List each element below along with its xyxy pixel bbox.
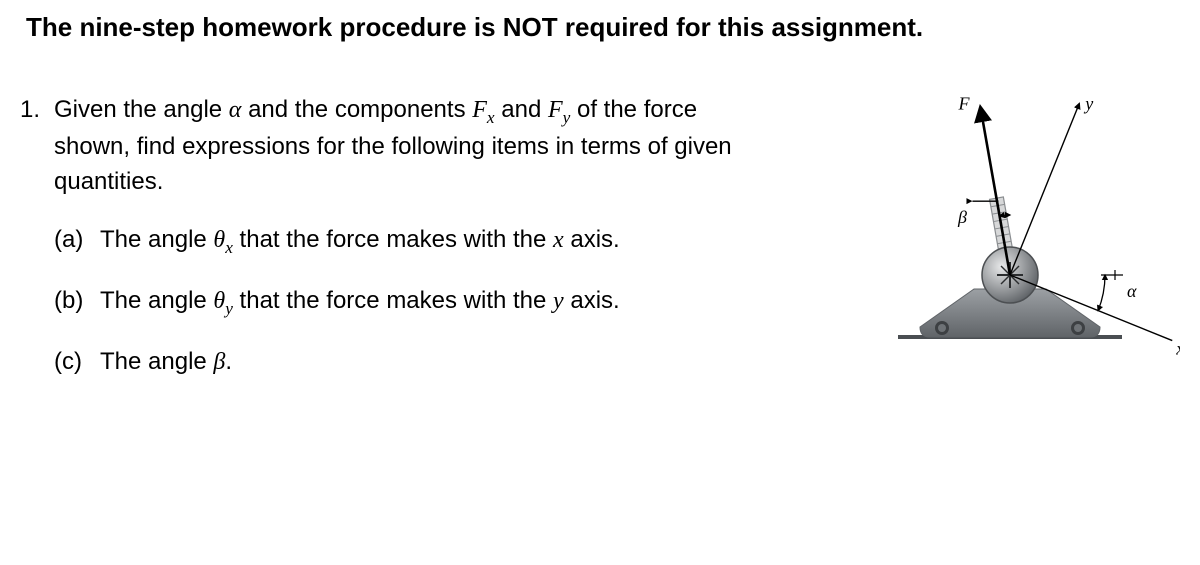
t: that the force makes with the [233,287,553,314]
alpha-symbol: α [229,97,242,123]
beta-symbol: β [213,349,225,375]
t: . [225,348,232,375]
stem-text: Given the angle [54,96,229,123]
stem-text: and [495,96,548,123]
theta-y: θ [213,288,225,314]
problem-number: 1. [20,93,54,127]
problem-stem: Given the angle α and the components Fx … [54,93,774,199]
figure: Fβ y x α [820,85,1180,410]
part-label: (c) [54,345,100,380]
page-heading: The nine-step homework procedure is NOT … [26,12,1180,43]
svg-text:F: F [957,94,970,114]
t: axis. [564,287,620,314]
part-label: (a) [54,223,100,260]
svg-text:y: y [1083,93,1093,113]
t: The angle [100,226,213,253]
problem-body: Given the angle α and the components Fx … [54,93,800,404]
problem-1: 1. Given the angle α and the components … [20,93,1180,410]
part-c: (c) The angle β. [54,345,774,380]
t: axis. [564,226,620,253]
theta-x: θ [213,227,225,253]
stem-text: and the components [241,96,472,123]
part-text: The angle β. [100,345,774,380]
part-a: (a) The angle θx that the force makes wi… [54,223,774,260]
svg-text:α: α [1127,281,1137,301]
svg-text:β: β [957,207,967,227]
axis-x: x [553,227,564,253]
theta-y-sub: y [225,299,233,318]
svg-text:x: x [1175,339,1180,359]
t: The angle [100,287,213,314]
fy-symbol: F [548,97,563,123]
fx-symbol: F [472,97,487,123]
t: that the force makes with the [233,226,553,253]
theta-x-sub: x [225,238,233,257]
t: The angle [100,348,213,375]
part-text: The angle θx that the force makes with t… [100,223,774,260]
part-b: (b) The angle θy that the force makes wi… [54,284,774,321]
fx-sub: x [487,108,495,127]
part-label: (b) [54,284,100,321]
part-text: The angle θy that the force makes with t… [100,284,774,321]
figure-svg: Fβ y x α [820,85,1180,405]
axis-y: y [553,288,564,314]
